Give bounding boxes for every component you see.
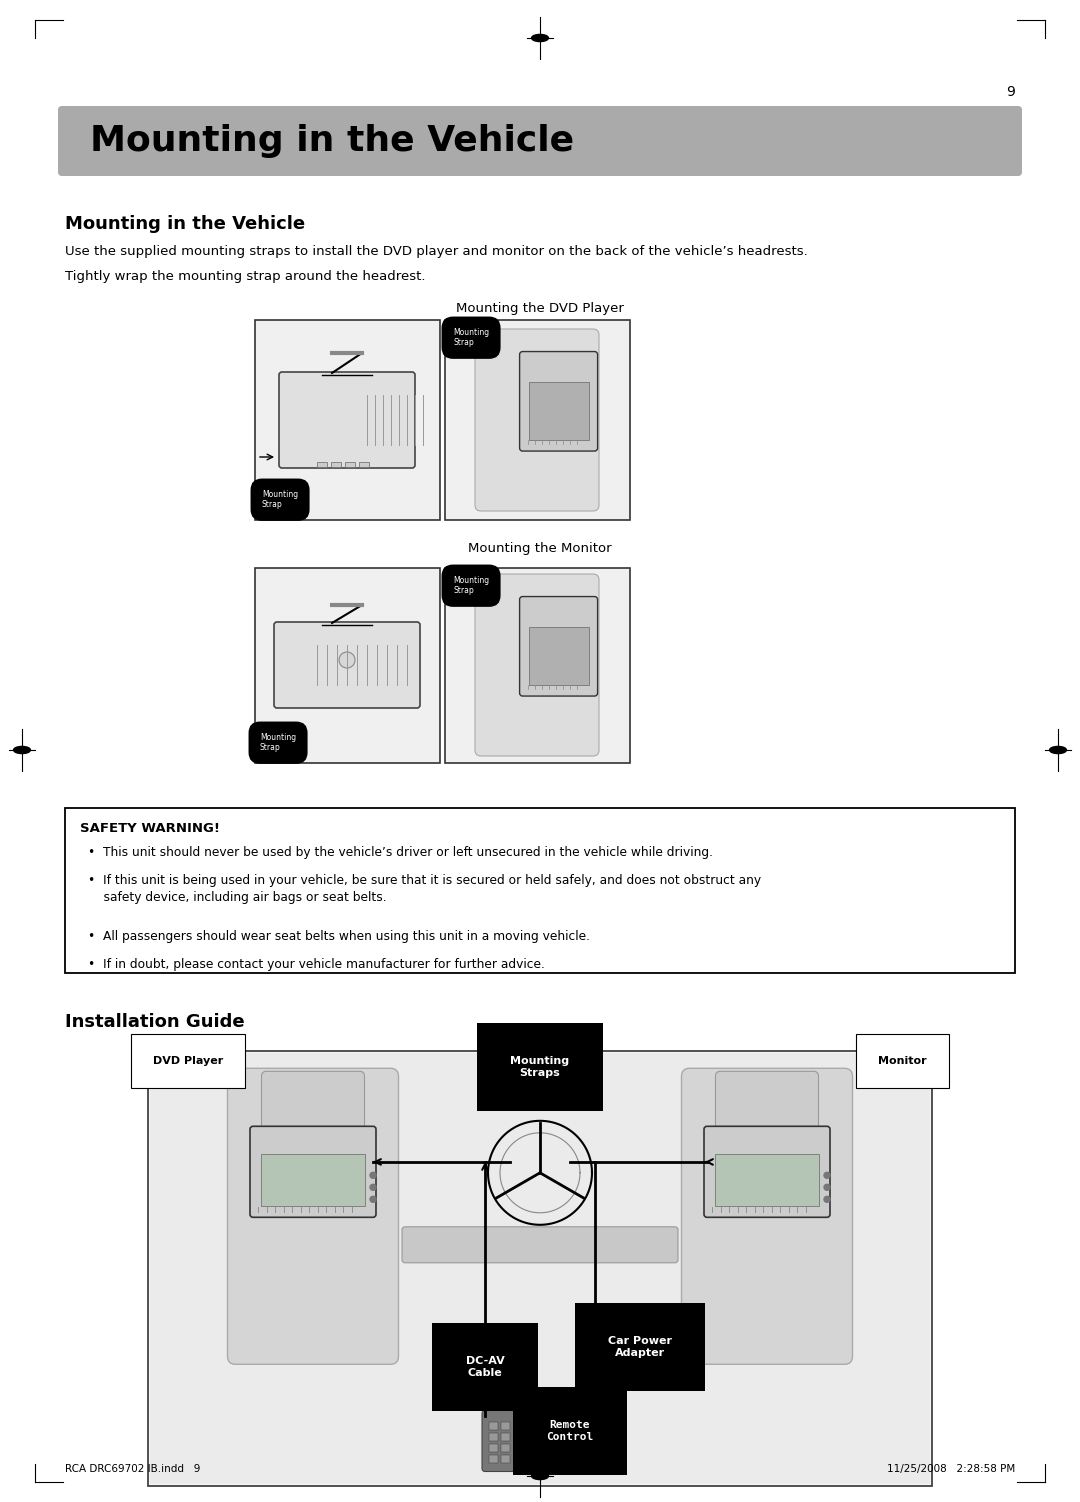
Text: Car Power
Adapter: Car Power Adapter: [608, 1335, 672, 1358]
Text: Mounting
Strap: Mounting Strap: [453, 575, 489, 595]
FancyBboxPatch shape: [475, 329, 599, 511]
Circle shape: [370, 1196, 376, 1202]
Circle shape: [339, 652, 355, 668]
Text: Tightly wrap the mounting strap around the headrest.: Tightly wrap the mounting strap around t…: [65, 270, 426, 282]
FancyBboxPatch shape: [261, 1071, 365, 1152]
FancyBboxPatch shape: [274, 622, 420, 707]
Text: •  If this unit is being used in your vehicle, be sure that it is secured or hel: • If this unit is being used in your veh…: [87, 874, 761, 904]
Bar: [489, 1421, 498, 1430]
Text: Mounting in the Vehicle: Mounting in the Vehicle: [90, 125, 575, 158]
Text: Mounting the DVD Player: Mounting the DVD Player: [456, 302, 624, 315]
Bar: [528, 626, 589, 685]
Ellipse shape: [531, 1472, 549, 1479]
Bar: [501, 1443, 510, 1451]
Text: Remote
Control: Remote Control: [546, 1421, 594, 1442]
Circle shape: [370, 1172, 376, 1178]
Ellipse shape: [1050, 746, 1066, 754]
Text: Mounting the Monitor: Mounting the Monitor: [469, 542, 611, 556]
Text: •  This unit should never be used by the vehicle’s driver or left unsecured in t: • This unit should never be used by the …: [87, 846, 713, 859]
Text: Mounting
Straps: Mounting Straps: [511, 1056, 569, 1077]
Text: DVD Player: DVD Player: [153, 1056, 224, 1066]
Text: DC-AV
Cable: DC-AV Cable: [465, 1356, 504, 1377]
Text: •  All passengers should wear seat belts when using this unit in a moving vehicl: • All passengers should wear seat belts …: [87, 930, 590, 943]
Bar: [528, 382, 589, 440]
Text: Monitor: Monitor: [878, 1056, 927, 1066]
Bar: [255, 568, 440, 763]
Bar: [501, 1454, 510, 1463]
Bar: [150, 1053, 930, 1484]
Text: Mounting in the Vehicle: Mounting in the Vehicle: [65, 215, 306, 233]
Bar: [715, 1154, 819, 1206]
FancyBboxPatch shape: [228, 1068, 399, 1364]
FancyBboxPatch shape: [279, 372, 415, 469]
Bar: [489, 1433, 498, 1440]
Text: Mounting
Strap: Mounting Strap: [260, 733, 296, 753]
Bar: [255, 320, 440, 520]
Text: •  If in doubt, please contact your vehicle manufacturer for further advice.: • If in doubt, please contact your vehic…: [87, 958, 545, 970]
Bar: [359, 463, 369, 467]
Text: 9: 9: [1007, 86, 1015, 99]
Ellipse shape: [14, 746, 30, 754]
Bar: [330, 463, 341, 467]
FancyBboxPatch shape: [249, 1126, 376, 1217]
Circle shape: [824, 1172, 831, 1178]
Text: Mounting
Strap: Mounting Strap: [453, 327, 489, 347]
Bar: [501, 1433, 510, 1440]
Bar: [318, 463, 327, 467]
Bar: [65, 808, 1015, 973]
Circle shape: [370, 1184, 376, 1190]
Text: SAFETY WARNING!: SAFETY WARNING!: [80, 822, 220, 835]
FancyBboxPatch shape: [715, 1071, 819, 1152]
Bar: [489, 1443, 498, 1451]
Circle shape: [824, 1184, 831, 1190]
Text: Use the supplied mounting straps to install the DVD player and monitor on the ba: Use the supplied mounting straps to inst…: [65, 245, 808, 258]
FancyBboxPatch shape: [681, 1068, 852, 1364]
FancyBboxPatch shape: [482, 1410, 518, 1472]
Bar: [148, 1051, 932, 1485]
Bar: [445, 320, 630, 520]
Text: 11/25/2008   2:28:58 PM: 11/25/2008 2:28:58 PM: [887, 1464, 1015, 1473]
Text: RCA DRC69702 IB.indd   9: RCA DRC69702 IB.indd 9: [65, 1464, 201, 1473]
FancyBboxPatch shape: [402, 1227, 678, 1263]
Text: Mounting
Strap: Mounting Strap: [262, 490, 298, 509]
Bar: [261, 1154, 365, 1206]
FancyBboxPatch shape: [519, 596, 597, 695]
Ellipse shape: [531, 35, 549, 42]
FancyBboxPatch shape: [475, 574, 599, 756]
Bar: [445, 568, 630, 763]
Text: Installation Guide: Installation Guide: [65, 1012, 245, 1030]
Bar: [489, 1454, 498, 1463]
Bar: [501, 1421, 510, 1430]
Circle shape: [824, 1196, 831, 1202]
FancyBboxPatch shape: [58, 107, 1022, 176]
FancyBboxPatch shape: [519, 351, 597, 451]
Bar: [345, 463, 355, 467]
FancyBboxPatch shape: [704, 1126, 831, 1217]
